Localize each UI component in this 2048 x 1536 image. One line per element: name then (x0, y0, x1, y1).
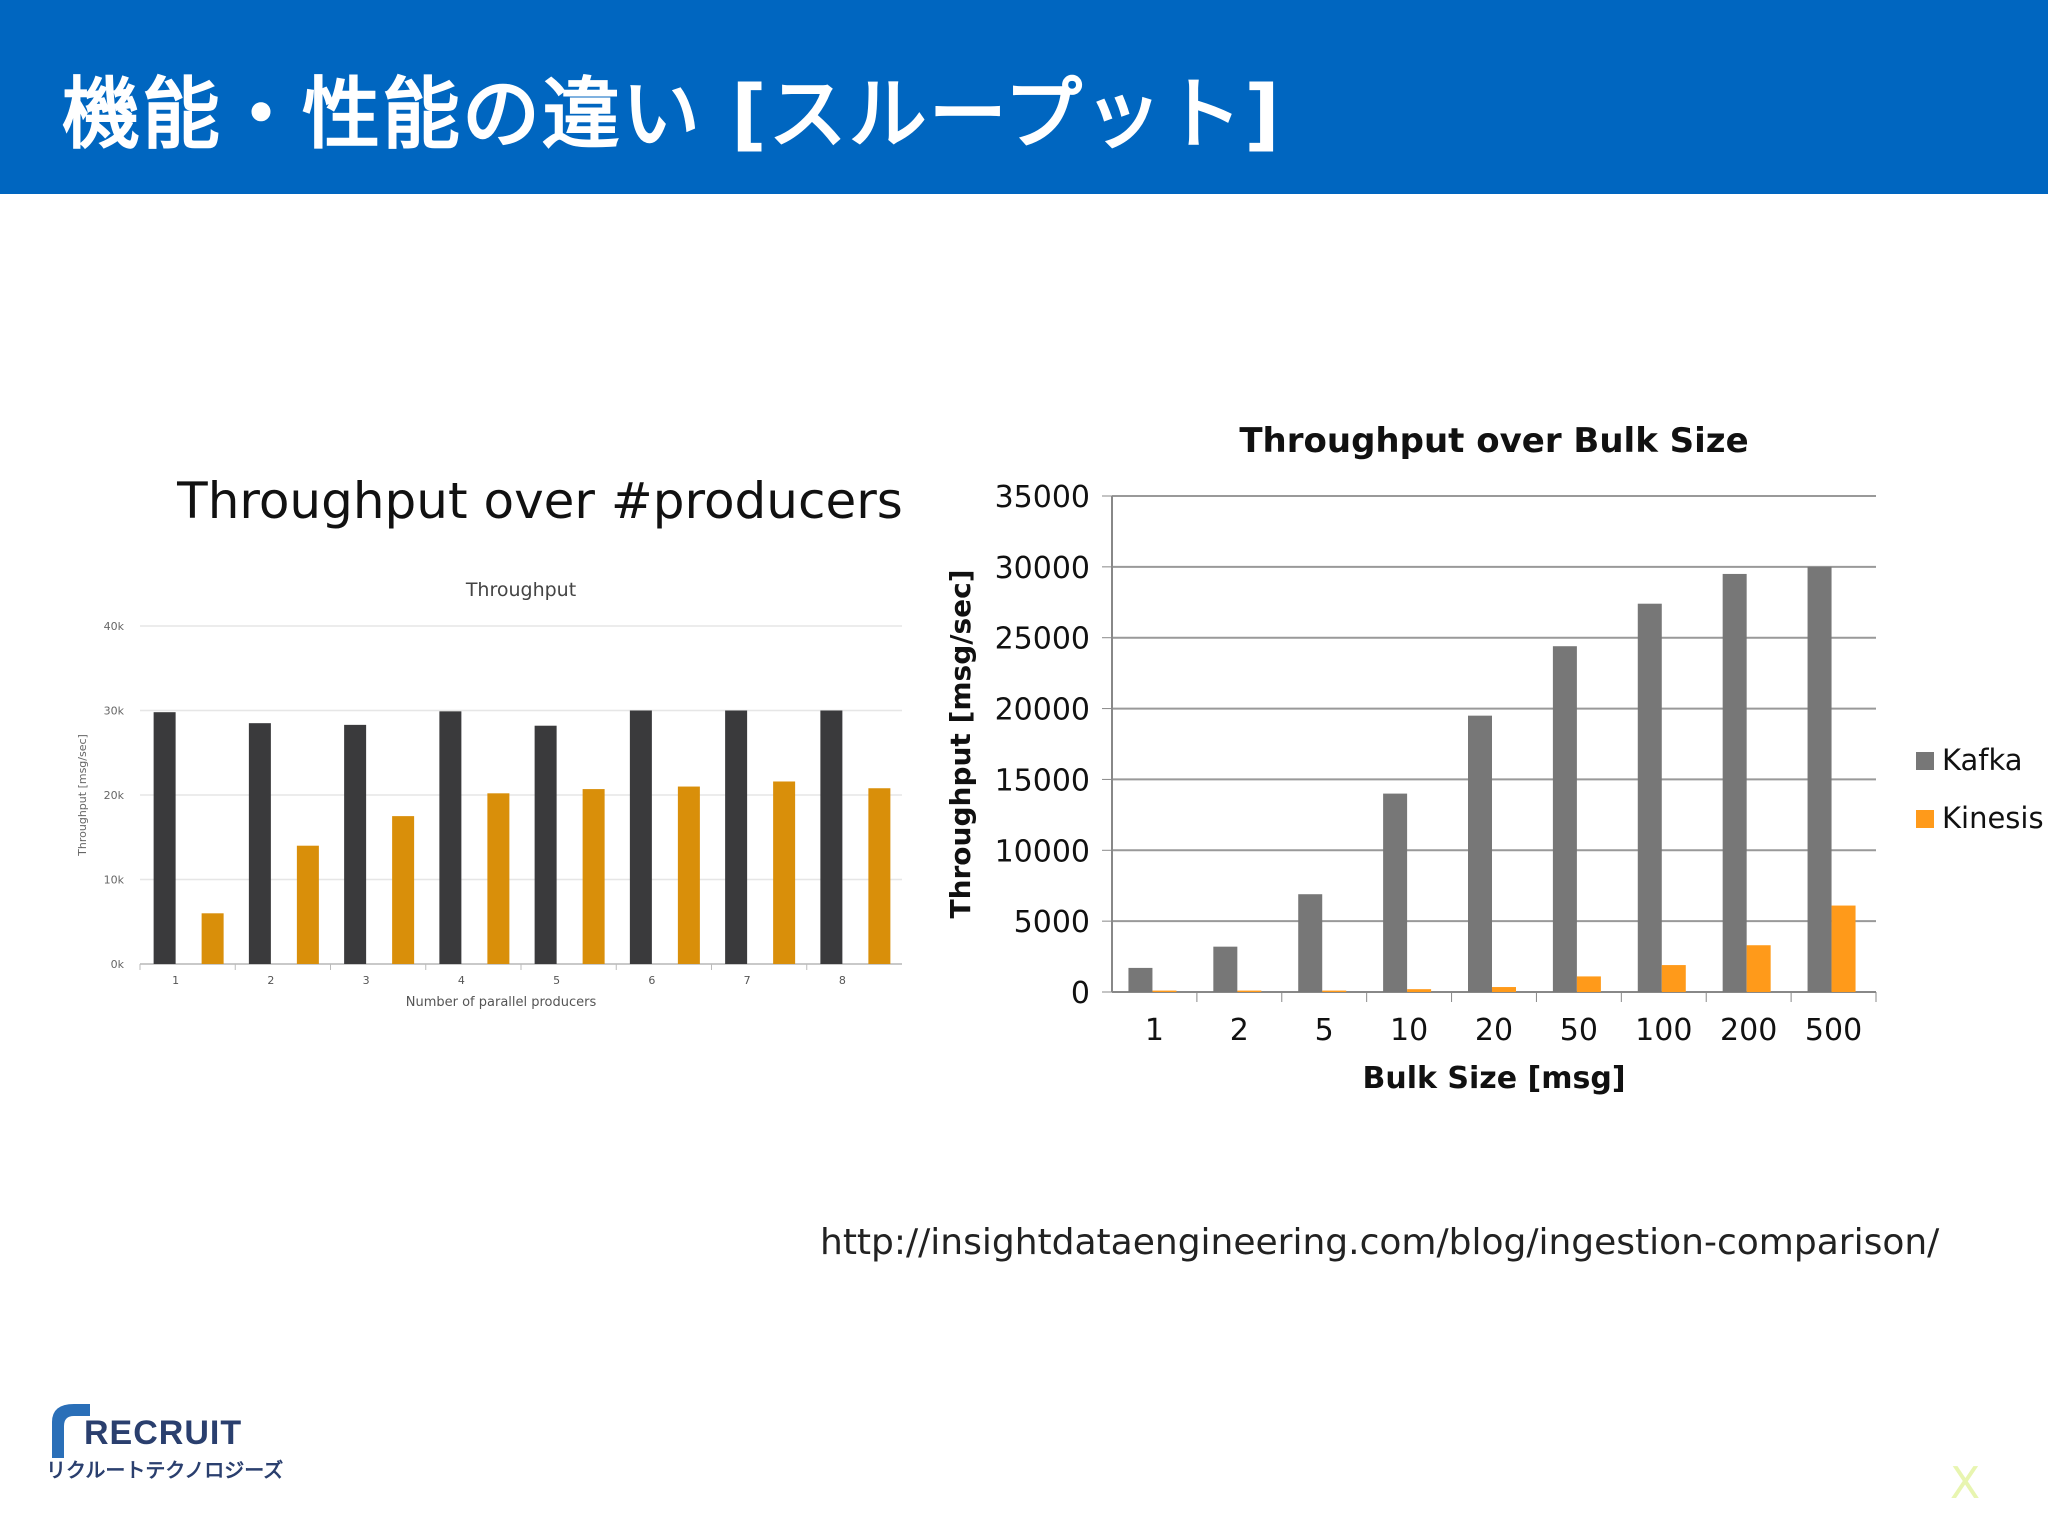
chart1-bar-kafka (534, 725, 557, 964)
chart1-bar-kafka (248, 723, 271, 964)
chart1-bar-kinesis (201, 913, 224, 964)
logo-mark-icon (52, 1404, 90, 1458)
producers-throughput-chart: Throughput 0k 10k 20k 30k 40k 1 2 3 4 5 6 7 8 Number o… (76, 579, 902, 1010)
chart2-bar-kafka (1128, 967, 1153, 992)
chart1-bar-kinesis (868, 788, 891, 964)
chart2-x-tick-label: 10 (1390, 1013, 1428, 1048)
chart1-bar-kinesis (392, 816, 415, 964)
slide-header: 機能・性能の違い [スループット] (0, 0, 2048, 194)
chart2-bar-kafka (1383, 793, 1408, 992)
chart1-y-tick-label: 0k (111, 958, 125, 971)
chart2-bar-kafka (1807, 566, 1832, 992)
chart1-y-tick-label: 20k (104, 789, 125, 802)
chart2-bar-kafka (1298, 894, 1323, 992)
chart2-x-tick-label: 100 (1635, 1013, 1692, 1048)
recruit-logo: RECRUIT リクルートテクノロジーズ (44, 1400, 304, 1490)
chart1-bar-kinesis (773, 781, 796, 964)
chart2-x-tick-label: 1 (1145, 1013, 1164, 1048)
chart1-x-tick-label: 1 (172, 974, 179, 987)
chart1-x-tick-label: 6 (648, 974, 655, 987)
bulk-size-throughput-chart: Throughput over Bulk Size 0 5000 10000 15000… (944, 421, 2044, 1096)
chart2-y-tick-label: 10000 (995, 834, 1090, 869)
chart1-y-tick-label: 30k (104, 705, 125, 718)
left-chart-heading: Throughput over #producers (177, 472, 903, 530)
chart2-legend-label-kafka: Kafka (1942, 743, 2023, 777)
chart2-bar-kinesis (1152, 990, 1177, 992)
chart1-x-tick-label: 2 (267, 974, 274, 987)
chart1-bar-kafka (820, 710, 843, 964)
chart2-bar-kafka (1552, 646, 1577, 992)
chart2-y-tick-label: 30000 (995, 551, 1090, 586)
chart2-legend-swatch-kafka (1916, 752, 1934, 770)
chart1-x-tick-label: 8 (839, 974, 846, 987)
chart2-x-tick-label: 5 (1315, 1013, 1334, 1048)
source-url: http://insightdataengineering.com/blog/i… (820, 1222, 1940, 1263)
chart2-bar-kinesis (1322, 990, 1347, 992)
close-icon[interactable]: X (1950, 1458, 1981, 1509)
chart2-y-tick-label: 15000 (995, 763, 1090, 798)
chart1-bar-kinesis (487, 793, 510, 964)
chart2-bar-kafka (1722, 573, 1747, 992)
chart2-x-tick-label: 500 (1805, 1013, 1862, 1048)
chart2-legend-label-kinesis: Kinesis (1942, 801, 2044, 835)
chart1-y-tick-label: 10k (104, 874, 125, 887)
chart2-y-tick-label: 0 (1071, 976, 1090, 1011)
chart1-bar-kinesis (582, 789, 605, 964)
slide-title: 機能・性能の違い [スループット] (62, 70, 1282, 160)
chart2-title: Throughput over Bulk Size (1239, 421, 1748, 461)
chart2-bar-kafka (1637, 603, 1662, 992)
chart1-y-label: Throughput [msg/sec] (76, 734, 89, 857)
chart2-x-tick-label: 20 (1475, 1013, 1513, 1048)
chart2-x-tick-label: 50 (1560, 1013, 1598, 1048)
chart1-bar-kafka (439, 711, 462, 964)
chart1-x-tick-label: 7 (744, 974, 751, 987)
chart1-bar-kinesis (677, 786, 700, 964)
chart2-bar-kinesis (1237, 990, 1262, 992)
chart1-x-label: Number of parallel producers (406, 995, 597, 1010)
chart2-bar-kinesis (1492, 987, 1516, 992)
chart2-bar-kinesis (1407, 989, 1432, 992)
chart1-x-tick-label: 5 (553, 974, 560, 987)
chart2-bar-kinesis (1661, 965, 1686, 992)
chart2-x-label: Bulk Size [msg] (1362, 1061, 1625, 1096)
chart2-y-tick-label: 5000 (1014, 905, 1090, 940)
chart1-bar-kafka (725, 710, 748, 964)
chart2-x-tick-label: 2 (1230, 1013, 1249, 1048)
chart2-y-tick-label: 35000 (995, 480, 1090, 515)
chart1-bar-kafka (344, 724, 367, 964)
logo-name: RECRUIT (84, 1414, 243, 1452)
chart1-x-tick-label: 3 (363, 974, 370, 987)
chart2-bar-kafka (1213, 946, 1238, 992)
chart2-legend-swatch-kinesis (1916, 810, 1934, 828)
chart1-y-tick-label: 40k (104, 620, 125, 633)
chart1-bar-kafka (629, 710, 652, 964)
chart2-y-label: Throughput [msg/sec] (944, 569, 977, 918)
chart2-x-tick-label: 200 (1720, 1013, 1777, 1048)
chart2-y-tick-label: 20000 (995, 693, 1090, 728)
chart1-bar-kafka (153, 712, 176, 964)
chart1-bar-kinesis (296, 845, 319, 964)
chart2-bar-kafka (1468, 715, 1492, 992)
chart1-x-tick-label: 4 (458, 974, 465, 987)
chart2-bar-kinesis (1831, 905, 1856, 992)
chart2-bar-kinesis (1576, 976, 1601, 992)
logo-subtitle: リクルートテクノロジーズ (46, 1458, 284, 1482)
chart2-y-tick-label: 25000 (995, 622, 1090, 657)
chart1-title: Throughput (465, 579, 576, 601)
chart2-bar-kinesis (1746, 945, 1771, 992)
